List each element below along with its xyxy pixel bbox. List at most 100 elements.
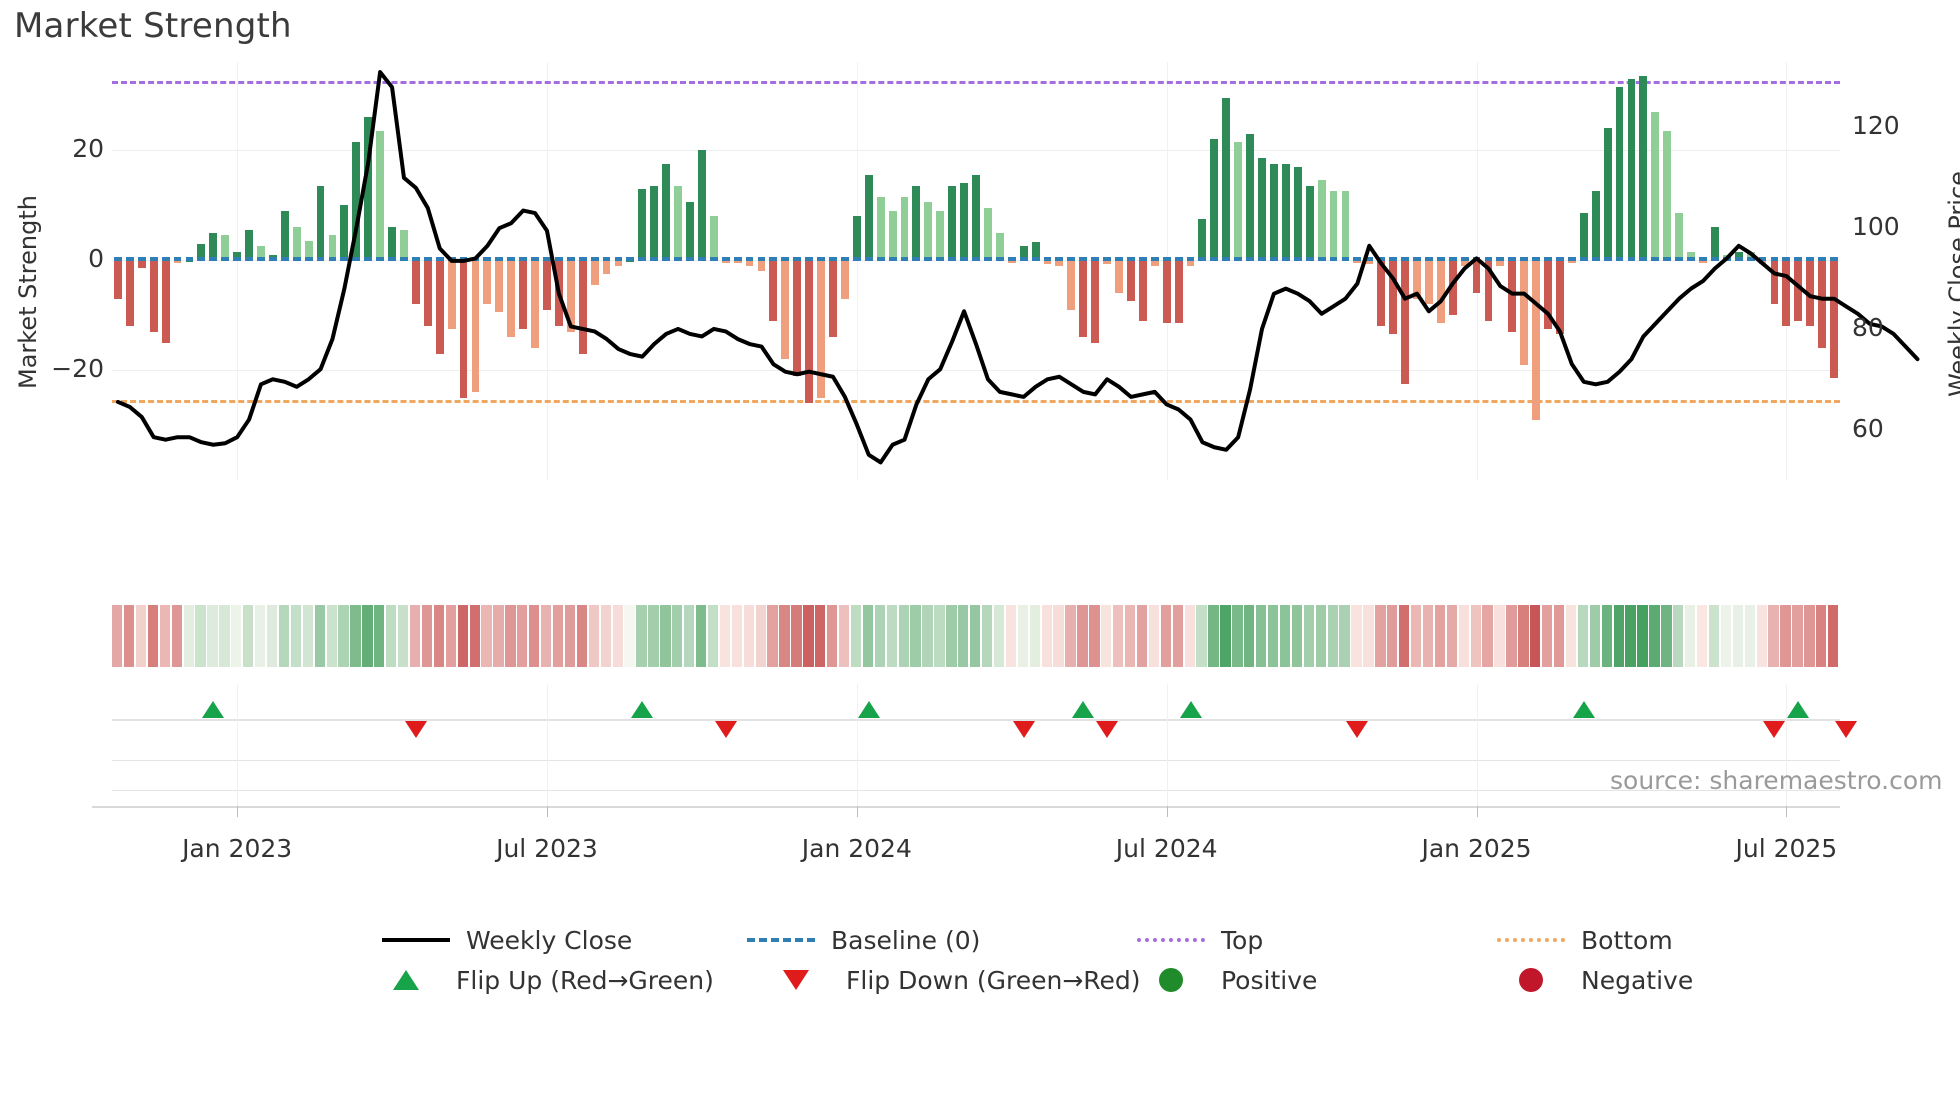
baseline-tick (1508, 257, 1517, 261)
baseline-tick (590, 257, 599, 261)
baseline-tick (721, 257, 730, 261)
legend-item[interactable]: Flip Up (Red→Green) (370, 960, 714, 1000)
x-tick-mark (1166, 806, 1168, 817)
strength-bar (1770, 260, 1779, 304)
legend-item[interactable]: Baseline (0) (745, 920, 980, 960)
legend-row-2: Flip Up (Red→Green) Flip Down (Green→Red)… (0, 960, 1960, 1000)
baseline-tick (1651, 257, 1660, 261)
heatmap-cell (409, 605, 421, 667)
heatmap-cell (1696, 605, 1708, 667)
baseline-tick (1830, 257, 1838, 261)
flip-down-marker (1834, 721, 1857, 738)
strength-bar (125, 260, 134, 326)
gridline-x (237, 746, 239, 808)
heatmap-cell (993, 605, 1005, 667)
heatmap-cell (517, 605, 528, 667)
gridline-x (546, 684, 548, 748)
heatmap-cell (505, 605, 516, 667)
heatmap-cell (1792, 605, 1803, 667)
legend-item[interactable]: Positive (1135, 960, 1317, 1000)
strength-bar (948, 185, 957, 260)
legend-item[interactable]: Flip Down (Green→Red) (760, 960, 1141, 1000)
triangle-up-green-icon (370, 970, 442, 990)
baseline-tick (1115, 257, 1123, 261)
flip-lane-baseline (112, 719, 1840, 721)
strength-bar (638, 188, 647, 260)
strength-bar (697, 150, 706, 260)
legend-item[interactable]: Top (1135, 920, 1263, 960)
legend-item[interactable]: Weekly Close (380, 920, 632, 960)
gridline-y (112, 150, 1840, 151)
gridline-x (856, 684, 858, 748)
strength-bar (1472, 260, 1481, 293)
heatmap-cell (1363, 605, 1374, 667)
strength-bar (1246, 133, 1255, 260)
heatmap-cell (1708, 605, 1720, 667)
baseline-tick (1734, 257, 1743, 261)
heatmap-cell (743, 605, 754, 667)
baseline-tick (1269, 257, 1278, 261)
strength-bar (757, 260, 766, 271)
strength-bar (352, 141, 361, 260)
baseline-tick (1460, 257, 1469, 261)
strength-bar (531, 260, 539, 348)
baseline-tick (1258, 257, 1266, 261)
strength-bar (1496, 260, 1505, 266)
triangle-up-green-icon-glyph (393, 970, 419, 990)
heatmap-cell (314, 605, 325, 667)
x-tick-mark (856, 806, 858, 817)
strength-bar (400, 229, 408, 260)
legend-item[interactable]: Negative (1495, 960, 1693, 1000)
heatmap-cell (1375, 605, 1386, 667)
baseline-tick (209, 257, 218, 261)
baseline-tick (686, 257, 694, 261)
baseline-tick (1281, 257, 1290, 261)
heatmap-cell (231, 605, 242, 667)
strength-bar (936, 210, 945, 260)
strength-bar (1508, 260, 1517, 332)
bottom-reference-line (112, 400, 1840, 404)
solid-line-black-icon-glyph (382, 938, 450, 942)
strength-bar (960, 183, 968, 260)
heatmap-cell (1828, 605, 1839, 667)
heatmap-cell (1482, 605, 1493, 667)
baseline-tick (650, 257, 659, 261)
x-tick-label: Jul 2024 (1115, 834, 1218, 863)
strength-bar (221, 235, 230, 260)
baseline-tick (1687, 257, 1695, 261)
strength-bar (447, 260, 456, 329)
heatmap-cell (135, 605, 147, 667)
gridline-x (546, 746, 548, 808)
baseline-tick (1758, 257, 1767, 261)
flip-down-marker (1012, 721, 1035, 738)
baseline-tick (1079, 257, 1088, 261)
heatmap-cell (1553, 605, 1565, 667)
strength-bar (1830, 260, 1838, 379)
heatmap-cell (600, 605, 611, 667)
heatmap-cell (243, 605, 254, 667)
gridline-x (1166, 684, 1168, 748)
dot-green-icon (1135, 968, 1207, 992)
heatmap-cell (1816, 605, 1827, 667)
heatmap-cell (1172, 605, 1183, 667)
heatmap-cell (1565, 605, 1577, 667)
heatmap-cell (1077, 605, 1088, 667)
heatmap-cell (1756, 605, 1767, 667)
baseline-tick (125, 257, 134, 261)
strength-bar (626, 260, 635, 262)
strength-bar (1305, 185, 1314, 260)
baseline-tick (114, 257, 122, 261)
heatmap-cell (1124, 605, 1136, 667)
legend-item[interactable]: Bottom (1495, 920, 1673, 960)
strength-bar (1007, 260, 1016, 263)
baseline-tick (1699, 257, 1707, 261)
y-tick-label-right: 80 (1852, 312, 1884, 342)
y-tick-label-left: 0 (88, 244, 104, 273)
lower-grid-rules (112, 746, 1840, 808)
baseline-tick (1818, 257, 1827, 261)
heatmap-cell (1315, 605, 1326, 667)
baseline-tick (1222, 257, 1231, 261)
baseline-tick (280, 257, 289, 261)
baseline-tick (1067, 257, 1076, 261)
strength-bar (1138, 260, 1147, 321)
